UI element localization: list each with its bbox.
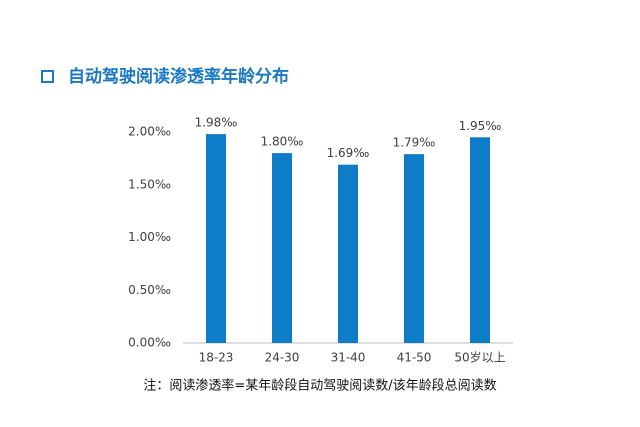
y-tick-label: 2.00‰ xyxy=(128,125,171,139)
x-tick-label: 41-50 xyxy=(397,351,432,365)
y-tick-label: 0.00‰ xyxy=(128,336,171,350)
bar xyxy=(206,134,226,343)
bar xyxy=(470,137,490,343)
y-tick-label: 1.00‰ xyxy=(128,230,171,244)
y-tick-label: 1.50‰ xyxy=(128,177,171,191)
data-label: 1.95‰ xyxy=(459,119,502,133)
y-tick-label: 0.50‰ xyxy=(128,283,171,297)
title-icon xyxy=(41,70,54,83)
bar xyxy=(404,154,424,343)
bar xyxy=(338,164,358,343)
x-tick-label: 50岁以上 xyxy=(454,350,505,365)
x-tick-label: 31-40 xyxy=(331,351,366,365)
annotation: 注：阅读渗透率=某年龄段自动驾驶阅读数/该年龄段总阅读数 xyxy=(143,378,496,394)
x-tick-label: 18-23 xyxy=(199,351,234,365)
bar xyxy=(272,153,292,343)
data-label: 1.69‰ xyxy=(327,146,370,160)
data-label: 1.98‰ xyxy=(195,116,238,130)
data-label: 1.80‰ xyxy=(261,135,304,149)
x-tick-label: 24-30 xyxy=(265,351,300,365)
data-label: 1.79‰ xyxy=(393,136,436,150)
chart-title: 自动驾驶阅读渗透率年龄分布 xyxy=(68,66,289,87)
